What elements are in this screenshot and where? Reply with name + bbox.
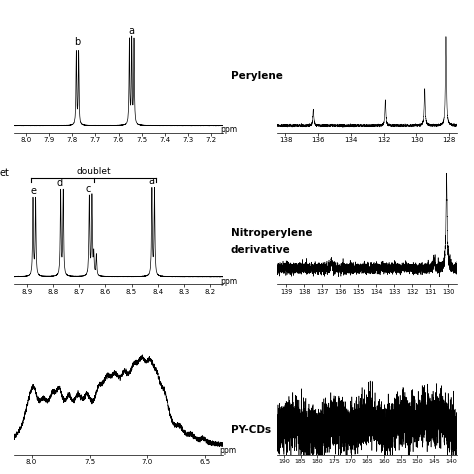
Text: d: d <box>57 178 63 188</box>
Text: a: a <box>128 26 134 36</box>
Text: Nitroperylene: Nitroperylene <box>231 228 312 237</box>
Text: Perylene: Perylene <box>231 71 283 81</box>
Text: ppm: ppm <box>220 126 237 134</box>
Text: b: b <box>73 37 80 47</box>
Text: c: c <box>86 184 91 194</box>
Text: ppm: ppm <box>219 447 237 456</box>
Text: a: a <box>148 176 154 186</box>
Text: derivative: derivative <box>231 245 291 255</box>
Text: et: et <box>0 168 10 179</box>
Text: e: e <box>31 186 37 196</box>
Text: PY-CDs: PY-CDs <box>231 425 271 436</box>
Text: doublet: doublet <box>76 166 111 175</box>
Text: ppm: ppm <box>220 277 237 286</box>
